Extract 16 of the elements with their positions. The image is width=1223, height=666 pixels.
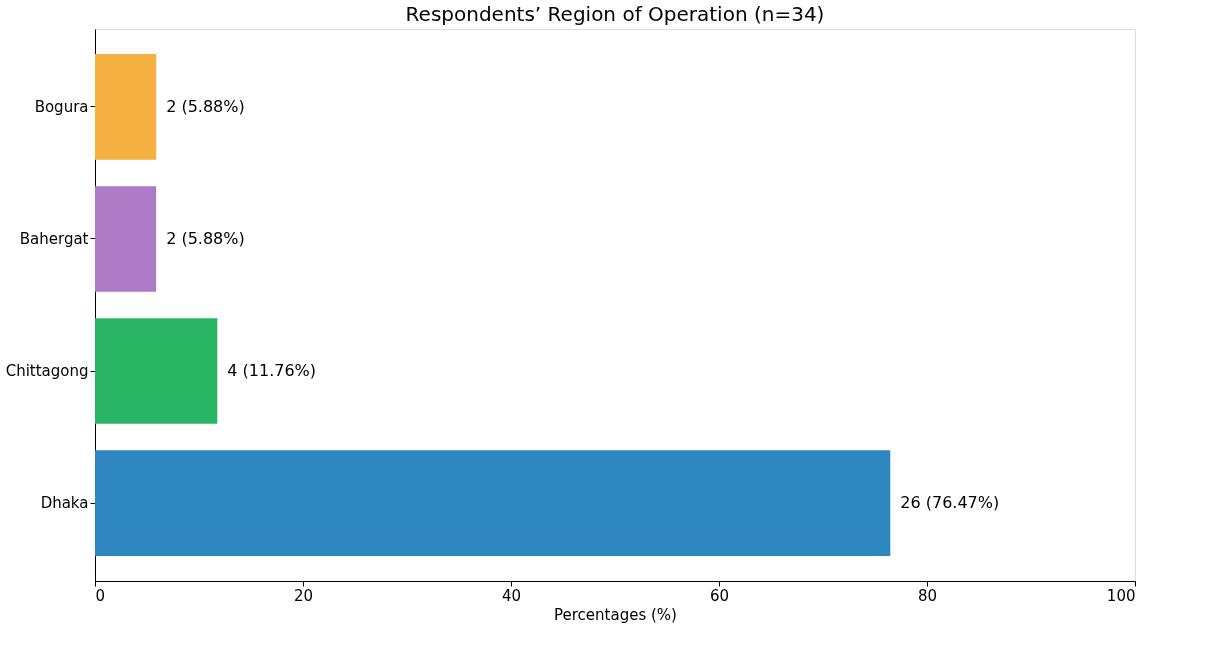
- data-label: 2 (5.88%): [166, 96, 245, 116]
- y-tick-label: Bogura: [34, 97, 89, 116]
- y-tick-label: Bahergat: [19, 229, 89, 248]
- chart-title: Respondents’ Region of Operation (n=34): [405, 2, 825, 26]
- x-tick-label: 20: [293, 586, 314, 605]
- data-label: 4 (11.76%): [227, 361, 317, 381]
- x-tick-label: 0: [95, 586, 106, 605]
- data-label: 26 (76.47%): [900, 493, 1000, 513]
- x-tick-label: 80: [917, 586, 938, 605]
- y-tick-label: Chittagong: [5, 362, 89, 381]
- x-axis-title: Percentages (%): [554, 605, 677, 624]
- x-tick-label: 60: [709, 586, 730, 605]
- data-label: 2 (5.88%): [166, 228, 245, 248]
- x-tick-label: 100: [1106, 586, 1136, 605]
- y-tick-label: Dhaka: [40, 494, 89, 513]
- x-tick-label: 40: [501, 586, 522, 605]
